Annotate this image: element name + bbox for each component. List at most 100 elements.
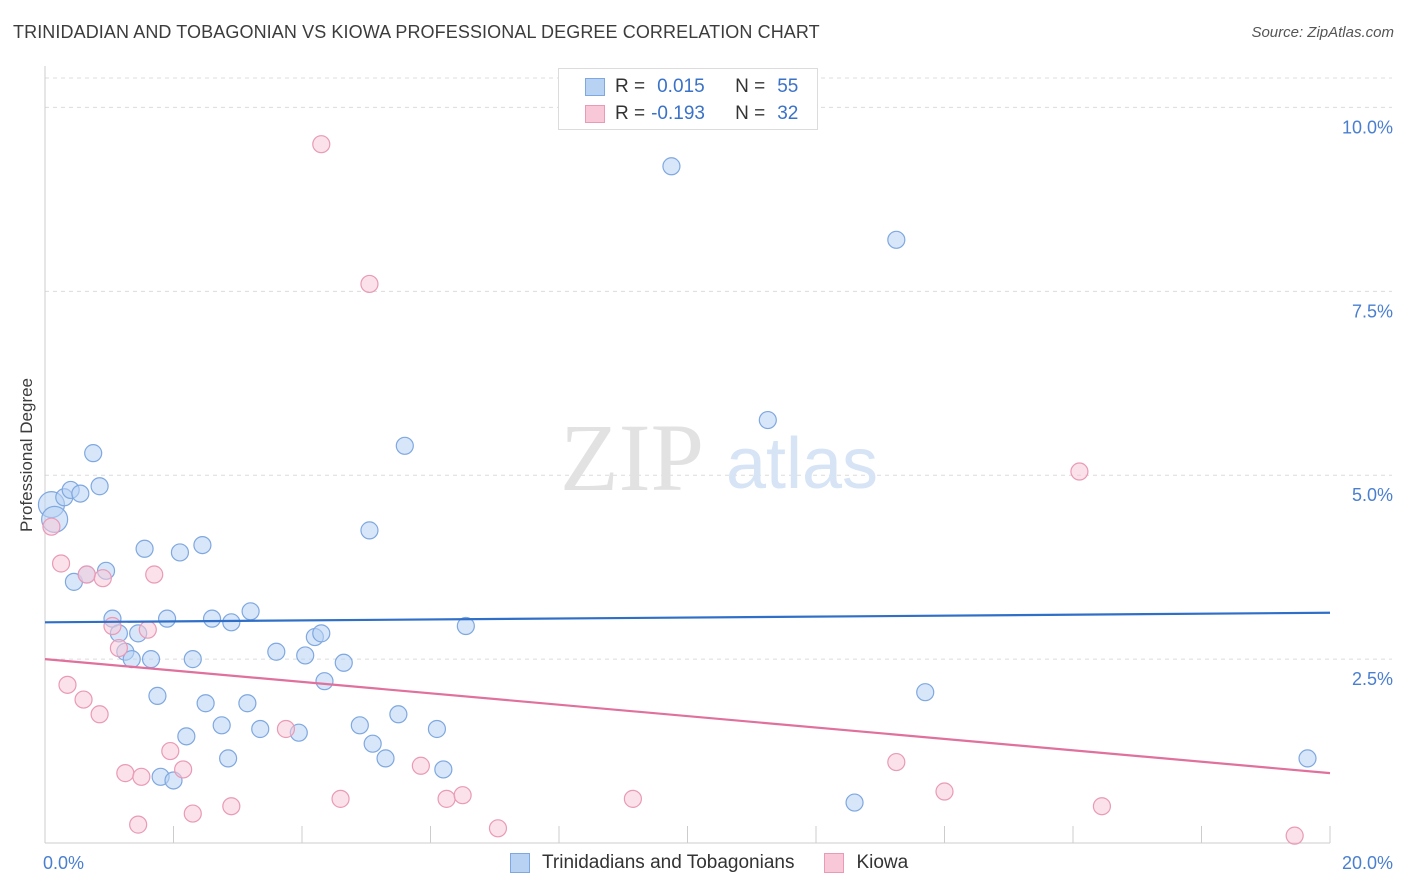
legend-r-label: R = — [615, 76, 646, 97]
point-kiowa — [1092, 797, 1112, 816]
point-kiowa — [1070, 462, 1089, 481]
point-trinidadian — [196, 694, 215, 713]
point-trinidadian — [183, 650, 202, 669]
legend-item-label: Trinidadians and Tobagonians — [542, 852, 795, 873]
chart-title: TRINIDADIAN AND TOBAGONIAN VS KIOWA PROF… — [13, 22, 820, 42]
point-trinidadian — [251, 719, 270, 739]
point-trinidadian — [1298, 749, 1317, 768]
point-kiowa — [437, 789, 456, 808]
point-trinidadian — [376, 749, 395, 768]
y-tick-label: 2.5% — [1352, 669, 1393, 689]
legend-row-trinidadian: R = 0.015 N = 55 — [585, 76, 798, 98]
point-kiowa — [93, 569, 112, 588]
trend-lines — [44, 611, 1331, 775]
point-trinidadian — [170, 543, 190, 562]
point-trinidadian — [360, 521, 379, 540]
point-trinidadian — [141, 650, 161, 669]
point-trinidadian — [845, 793, 864, 812]
point-kiowa — [116, 764, 135, 783]
point-trinidadian — [363, 734, 382, 753]
point-trinidadian — [90, 477, 109, 496]
watermark-zip: ZIP — [560, 404, 704, 511]
data-points — [37, 135, 1317, 845]
point-trinidadian — [267, 642, 286, 661]
point-trinidadian — [427, 719, 447, 739]
y-tick-label: 5.0% — [1352, 485, 1393, 505]
point-kiowa — [90, 705, 109, 724]
point-trinidadian — [334, 653, 353, 672]
point-trinidadian — [84, 444, 103, 463]
point-trinidadian — [212, 716, 231, 735]
point-kiowa — [360, 274, 379, 294]
point-kiowa — [42, 517, 61, 536]
trend-line-trinidadian — [44, 611, 1331, 624]
point-trinidadian — [177, 727, 196, 746]
legend-n-label: N = — [735, 103, 766, 124]
point-trinidadian — [148, 686, 167, 705]
series-legend: Trinidadians and Tobagonians Kiowa — [510, 852, 908, 874]
legend-item-label: Kiowa — [856, 852, 909, 873]
point-trinidadian — [662, 157, 681, 176]
source-label: Source: ZipAtlas.com — [1251, 24, 1394, 41]
point-trinidadian — [135, 539, 154, 558]
point-trinidadian — [887, 230, 906, 249]
legend-swatch-pink — [585, 105, 605, 123]
point-kiowa — [623, 789, 642, 808]
point-trinidadian — [916, 683, 935, 702]
point-kiowa — [138, 620, 157, 639]
point-kiowa — [1285, 826, 1304, 845]
x-tick-label: 20.0% — [1342, 853, 1393, 873]
point-trinidadian — [241, 602, 260, 621]
legend-n-value: 55 — [777, 76, 799, 97]
legend-r-value: 0.015 — [657, 76, 705, 97]
point-kiowa — [411, 756, 430, 775]
legend-swatch-blue — [585, 78, 605, 96]
point-kiowa — [222, 797, 241, 816]
point-kiowa — [161, 741, 180, 761]
point-trinidadian — [395, 436, 414, 455]
point-trinidadian — [312, 624, 331, 643]
point-kiowa — [129, 815, 148, 834]
point-trinidadian — [157, 609, 177, 628]
point-kiowa — [935, 782, 954, 801]
legend-swatch-pink — [824, 853, 845, 873]
legend-n-value: 32 — [777, 103, 799, 124]
point-kiowa — [488, 819, 508, 838]
point-trinidadian — [193, 535, 212, 555]
point-trinidadian — [758, 410, 777, 430]
point-trinidadian — [71, 484, 90, 503]
point-kiowa — [51, 554, 71, 573]
point-trinidadian — [456, 616, 475, 636]
point-trinidadian — [219, 749, 238, 768]
point-trinidadian — [350, 716, 369, 735]
point-kiowa — [312, 135, 331, 154]
point-kiowa — [887, 752, 906, 772]
grid-lines — [45, 77, 1392, 660]
legend-row-kiowa: R = -0.193 N = 32 — [585, 103, 798, 125]
point-kiowa — [77, 565, 96, 584]
point-kiowa — [58, 675, 77, 694]
point-trinidadian — [434, 760, 453, 779]
watermark-atlas: atlas — [726, 424, 878, 504]
trend-line-kiowa — [44, 658, 1331, 775]
axes — [44, 66, 1331, 844]
point-kiowa — [453, 786, 472, 805]
legend-r-label: R = — [615, 103, 646, 124]
legend-item-kiowa[interactable]: Kiowa — [824, 852, 908, 874]
point-trinidadian — [296, 646, 315, 665]
legend-r-value: -0.193 — [651, 103, 705, 124]
point-kiowa — [109, 638, 128, 658]
stats-legend: R = 0.015 N = 55 R = -0.193 N = 32 — [558, 68, 818, 130]
point-kiowa — [74, 690, 93, 709]
point-kiowa — [183, 804, 202, 823]
tick-labels: 2.5% 5.0% 7.5% 10.0% 0.0% 20.0% — [43, 117, 1393, 873]
legend-swatch-blue — [510, 853, 530, 873]
point-trinidadian — [315, 672, 334, 691]
y-tick-label: 7.5% — [1352, 301, 1393, 321]
point-kiowa — [103, 616, 122, 636]
y-tick-label: 10.0% — [1342, 117, 1393, 137]
point-kiowa — [276, 719, 296, 739]
point-kiowa — [174, 760, 193, 779]
legend-item-trinidadian[interactable]: Trinidadians and Tobagonians — [510, 852, 794, 874]
